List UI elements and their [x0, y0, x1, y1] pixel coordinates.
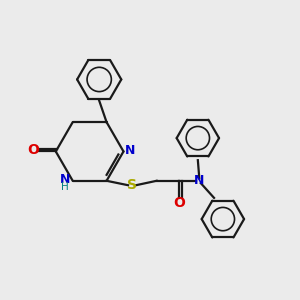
Text: N: N	[60, 173, 70, 186]
Text: N: N	[125, 143, 135, 157]
Text: O: O	[27, 143, 39, 157]
Text: S: S	[127, 178, 136, 192]
Text: H: H	[61, 182, 69, 192]
Text: O: O	[173, 196, 184, 210]
Text: N: N	[194, 174, 205, 187]
